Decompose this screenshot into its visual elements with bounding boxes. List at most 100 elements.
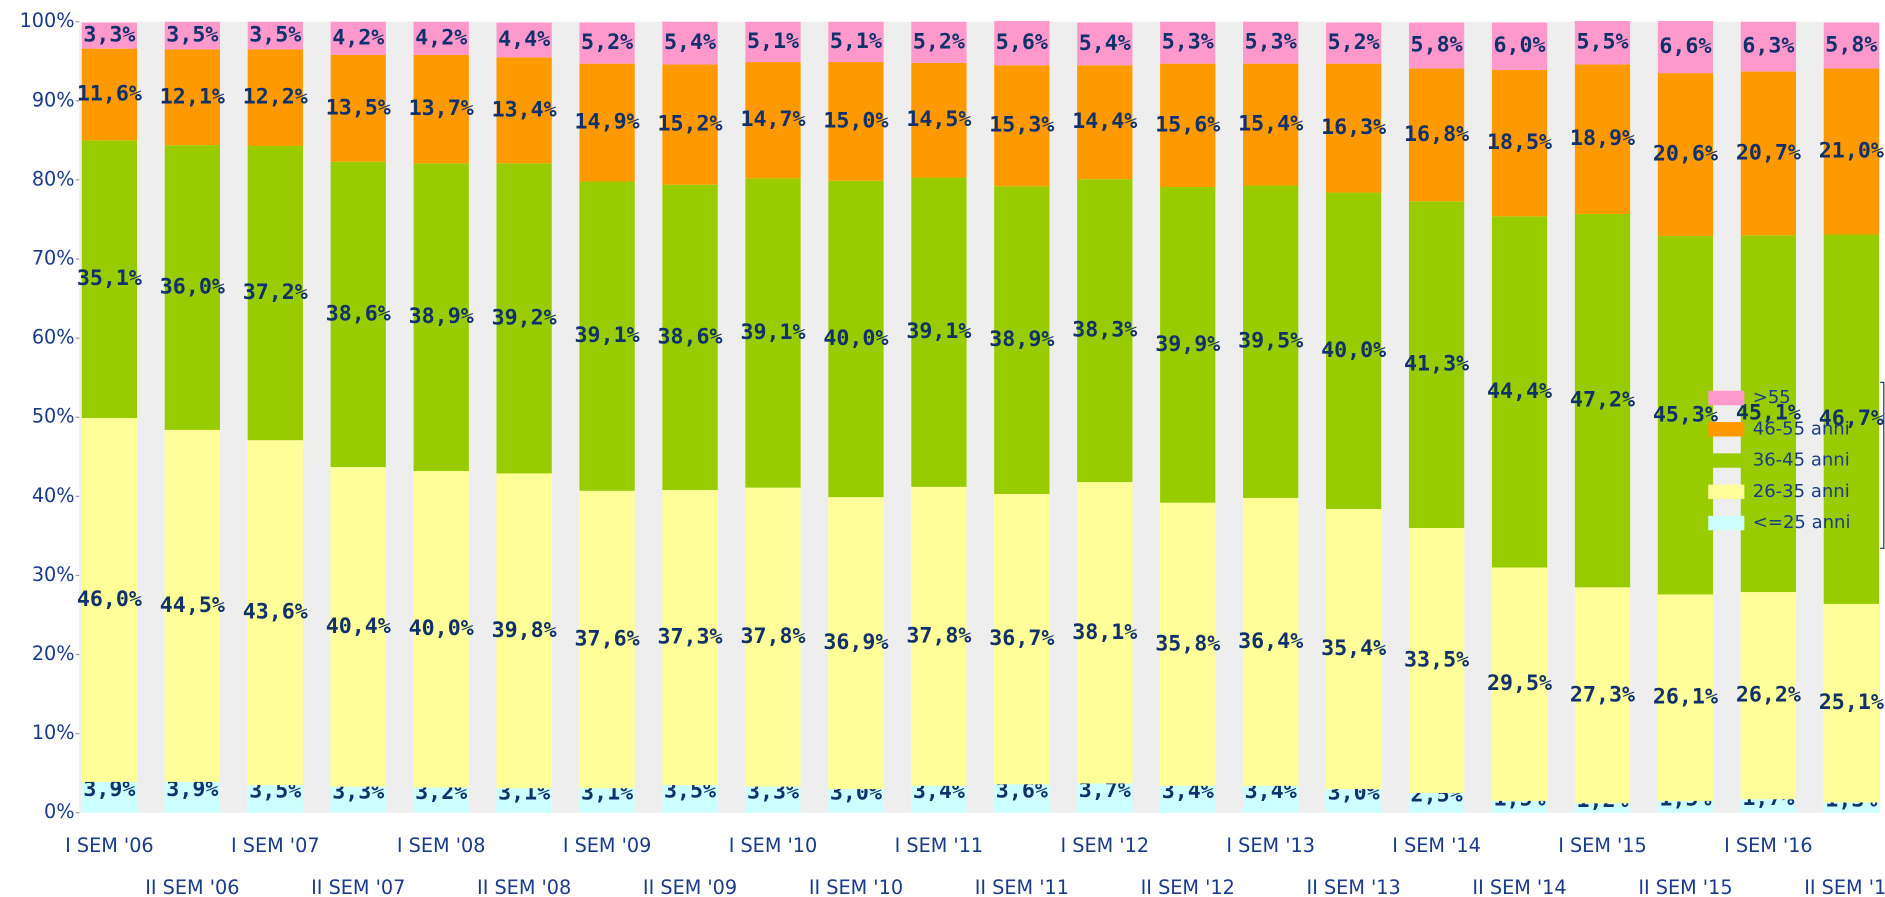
bar-segment [579,490,635,789]
value-label: 12,2% [243,85,308,110]
bar-segment [413,54,469,164]
value-label: 13,7% [409,96,474,121]
bar-segment [330,54,386,162]
bar-segment [1408,201,1465,528]
legend-swatch [1708,422,1745,437]
value-label: 39,2% [492,305,557,330]
bar-segment [579,788,635,813]
value-label: 39,1% [906,319,971,344]
value-label: 44,5% [160,593,225,618]
bar-segment [81,22,138,49]
value-label: 39,5% [1238,329,1303,354]
bar-segment [413,163,469,472]
bar-segment [745,487,801,787]
bar-segment [1491,216,1548,568]
x-tick-label: I SEM '16 [1724,834,1813,857]
value-label: 37,2% [243,280,308,305]
bar-segment [330,467,386,787]
value-label: 5,2% [581,30,633,55]
bar-segment [1491,800,1548,813]
bar-segment [1574,587,1631,804]
value-label: 15,6% [1155,112,1220,137]
legend-swatch [1708,453,1745,468]
bar-segment [1243,63,1299,186]
bar-segment [1574,64,1631,214]
value-label: 47,2% [1570,388,1635,413]
value-label: 16,3% [1321,115,1386,140]
x-tick-label: II SEM '15 [1638,876,1732,897]
value-label: 29,5% [1487,671,1552,696]
bar-segment [1077,482,1133,784]
bar-segment [579,181,635,491]
value-label: 38,9% [409,304,474,329]
x-tick-label: I SEM '09 [563,834,652,857]
value-label: 46,0% [77,587,142,612]
bar-segment [828,62,884,181]
bar-segment [164,145,220,430]
value-label: 40,0% [823,326,888,351]
bar-segment [330,21,386,55]
bar-segment [330,786,386,813]
value-label: 5,4% [1079,31,1131,56]
value-label: 37,8% [906,623,971,648]
bar-segment [496,473,552,789]
bar-segment [1657,73,1714,237]
y-tick-label: 50% [32,405,75,428]
bar-segment [662,64,718,185]
x-tick-label: I SEM '15 [1558,834,1647,857]
x-tick-label: I SEM '14 [1392,834,1481,857]
value-label: 38,3% [1072,318,1137,343]
value-label: 38,6% [657,324,722,349]
y-tick-label: 90% [32,88,75,111]
x-tick-label: II SEM '16 [1804,876,1885,897]
bar-segment [745,21,801,63]
value-label: 44,4% [1487,379,1552,404]
bar-segment [1243,185,1299,498]
y-tick-label: 40% [32,484,75,507]
value-label: 5,8% [1411,32,1463,57]
value-label: 15,0% [823,108,888,133]
legend-label: 26-35 anni [1753,481,1850,502]
bar-segment [247,785,303,813]
value-label: 5,4% [664,30,716,55]
bar-segment [911,177,967,487]
bar-segment [1823,802,1879,813]
bar-segment [1243,497,1299,786]
value-label: 39,1% [740,320,805,345]
y-tick-label: 70% [32,247,75,270]
bar-segment [1408,68,1465,202]
legend-label: <=25 anni [1753,512,1851,533]
value-label: 26,1% [1653,685,1718,710]
bar-segment [911,486,967,786]
x-tick-label: II SEM '10 [809,876,903,897]
legend-swatch [1708,390,1745,406]
bar-segment [164,429,220,782]
bar-segment [745,178,801,488]
value-label: 40,0% [1321,338,1386,363]
value-label: 14,7% [740,107,805,132]
bar-segment [164,21,220,50]
bar-segment [496,22,552,58]
bar-segment [1574,803,1631,813]
value-label: 20,7% [1736,140,1801,165]
value-label: 37,3% [657,625,722,650]
bar-segment [1325,192,1382,510]
value-label: 26,2% [1736,683,1801,708]
y-tick-label: 20% [32,642,75,665]
bar-segment [1077,179,1133,483]
bar-segment [828,21,884,63]
bar-segment [1823,234,1879,604]
value-label: 6,0% [1494,33,1546,58]
value-label: 36,7% [989,626,1054,651]
value-label: 40,4% [326,614,391,639]
value-label: 35,8% [1155,631,1220,656]
bar-segment [1325,789,1382,813]
bar-segment [745,62,801,179]
legend-label: 46-55 anni [1753,418,1850,439]
y-tick-label: 100% [20,9,75,32]
bar-segment [1408,22,1465,69]
bar-segment [1491,69,1548,217]
legend-swatch [1708,484,1745,499]
x-tick-label: I SEM '07 [231,834,320,857]
